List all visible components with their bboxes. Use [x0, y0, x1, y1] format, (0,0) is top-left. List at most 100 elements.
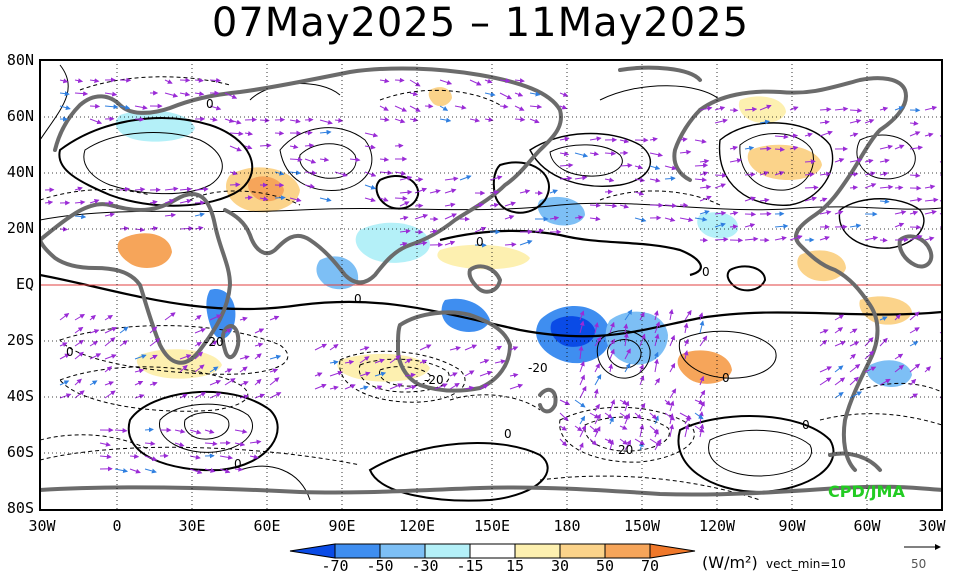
wind-vector-arrow [819, 119, 830, 125]
wind-vector-arrow [234, 428, 248, 434]
wind-vector-arrow [669, 423, 675, 438]
wind-vector-arrow [604, 203, 618, 209]
wind-vector-arrow [729, 210, 739, 216]
wind-vector-arrow [509, 372, 519, 378]
wind-vector-arrow [619, 399, 628, 405]
wind-vector-arrow [304, 143, 315, 149]
wind-vector-arrow [164, 212, 177, 218]
wind-vector-arrow [104, 354, 117, 360]
wind-vector-arrow [104, 104, 119, 110]
wind-vector-arrow [549, 215, 560, 221]
wind-vector-arrow [444, 202, 456, 208]
contour-label: 0 [504, 427, 512, 441]
wind-vector-arrow [879, 158, 890, 164]
wind-vector-arrow [849, 353, 856, 360]
wind-vector-arrow [774, 134, 789, 140]
wind-vector-arrow [619, 425, 628, 430]
colorbar-arrow-left [289, 543, 336, 559]
wind-vector-arrow [444, 213, 457, 220]
wind-vector-arrow [579, 425, 587, 438]
lat-label: 20N [6, 219, 34, 237]
wind-vector-arrow [559, 412, 569, 422]
wind-vector-arrow [149, 199, 158, 205]
wind-vector-arrow [149, 226, 159, 231]
wind-vector-arrow [414, 213, 429, 220]
wind-vector-arrow [379, 117, 390, 123]
wind-vector-arrow [89, 199, 100, 204]
wind-vector-arrow [699, 158, 710, 164]
wind-vector-arrow [89, 340, 99, 347]
wind-vector-arrow [819, 210, 832, 216]
wind-vector-arrow [394, 105, 408, 112]
wind-vector-arrow [209, 314, 222, 321]
lon-label: 90W [778, 517, 806, 535]
lat-label: 80N [6, 51, 34, 69]
wind-vector-arrow [104, 390, 116, 399]
wind-vector-arrow [864, 183, 877, 189]
wind-vector-arrow [699, 106, 713, 111]
wind-vector-arrow [879, 144, 894, 150]
wind-vector-arrow [819, 329, 829, 334]
wind-vector-arrow [409, 105, 421, 112]
wind-vector-arrow [684, 424, 690, 438]
wind-vector-arrow [89, 118, 103, 125]
wind-vector-arrow [714, 183, 726, 189]
wind-vector-arrow [909, 393, 919, 399]
wind-vector-arrow [894, 364, 905, 373]
wind-vector-arrow [129, 453, 140, 459]
wind-vector-arrow [134, 187, 146, 193]
wind-vector-arrow [474, 202, 485, 208]
wind-vector-arrow [229, 145, 242, 152]
wind-vector-arrow [879, 337, 888, 347]
wind-vector-arrow [179, 198, 192, 204]
wind-vector-arrow [164, 312, 176, 321]
wind-vector-arrow [683, 322, 689, 334]
wind-vector-arrow [114, 468, 129, 474]
wind-vector-arrow [74, 199, 86, 205]
wind-vector-arrow [759, 171, 769, 176]
wind-vector-arrow [194, 200, 206, 206]
wind-vector-arrow [74, 214, 87, 220]
graticule [40, 60, 942, 510]
wind-vector-arrow [653, 310, 659, 321]
wind-vector-arrow [819, 171, 832, 177]
wind-vector-arrow [359, 385, 369, 391]
wind-vector-arrow [479, 384, 489, 390]
wind-vector-arrow [579, 415, 586, 425]
wind-vector-arrow [224, 378, 236, 386]
wind-vector-arrow [209, 116, 218, 122]
wind-vector-arrow [104, 212, 116, 218]
wind-vector-arrow [444, 240, 456, 246]
wind-vector-arrow [104, 366, 113, 373]
wind-vector-arrow [314, 343, 328, 351]
wind-vector-arrow [604, 150, 617, 156]
wind-vector-arrow [574, 152, 589, 158]
wind-vector-arrow [864, 118, 875, 124]
wind-vector-arrow [819, 366, 833, 373]
wind-vector-arrow [894, 210, 907, 215]
wind-vector-arrow [664, 412, 676, 421]
wind-vector-arrow [819, 130, 833, 137]
colorbar-label: 30 [550, 557, 570, 575]
wind-vector-arrow [864, 171, 876, 177]
wind-vector-arrow [909, 327, 920, 334]
wind-vector-arrow [664, 203, 678, 209]
wind-vector-arrow [74, 339, 84, 347]
wind-vector-arrow [894, 185, 904, 191]
wind-vector-arrow [849, 118, 862, 124]
contour-label: -20 [204, 335, 224, 349]
wind-vector-arrow [464, 385, 475, 391]
wind-vector-arrow [259, 117, 270, 123]
wind-vector-arrow [489, 202, 500, 208]
wind-vector-arrow [289, 170, 302, 176]
wind-vector-arrow [394, 143, 404, 149]
credit-label: CPD/JMA [828, 482, 905, 501]
wind-vector-arrow [59, 91, 70, 97]
wind-vector-arrow [194, 314, 202, 321]
wind-vector-arrow [879, 237, 888, 243]
lon-label: 120E [398, 517, 436, 535]
wind-vector-arrow [209, 77, 222, 83]
wind-vector-arrow [654, 321, 661, 334]
wind-vector-arrow [559, 425, 567, 431]
wind-vector-arrow [534, 228, 545, 234]
